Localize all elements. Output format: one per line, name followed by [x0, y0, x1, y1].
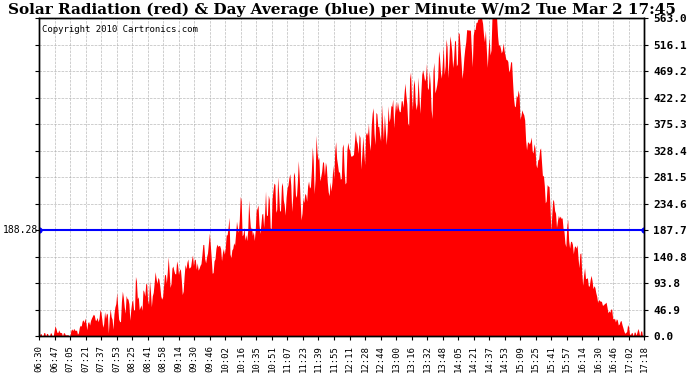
- Title: Solar Radiation (red) & Day Average (blue) per Minute W/m2 Tue Mar 2 17:45: Solar Radiation (red) & Day Average (blu…: [8, 3, 676, 17]
- Text: 188.28: 188.28: [3, 225, 38, 235]
- Text: Copyright 2010 Cartronics.com: Copyright 2010 Cartronics.com: [42, 25, 198, 34]
